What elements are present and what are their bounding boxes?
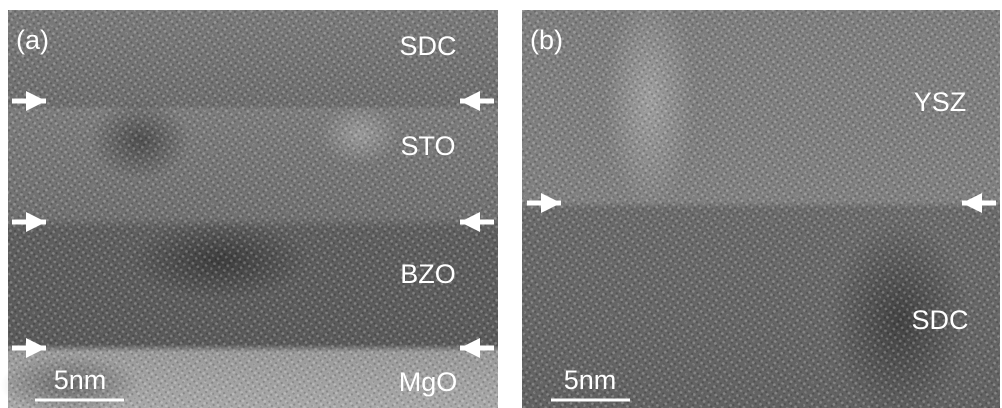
scale-bar-label: 5nm [564, 365, 617, 395]
figure: (a) 5nm SDC STO BZO MgO (b) 5nm YSZ SDC [0, 0, 1002, 408]
layer-label: SDC [911, 305, 968, 335]
layer-label: SDC [399, 31, 456, 61]
layer-label: STO [400, 131, 455, 161]
layer-label: YSZ [914, 87, 967, 117]
panel-b-image [522, 0, 1000, 408]
panel-label: (b) [530, 25, 563, 55]
layer-label: MgO [399, 367, 458, 397]
panel-a-image [0, 10, 498, 408]
scale-bar-label: 5nm [54, 365, 107, 395]
layer-label: BZO [400, 259, 456, 289]
panel-label: (a) [16, 25, 49, 55]
